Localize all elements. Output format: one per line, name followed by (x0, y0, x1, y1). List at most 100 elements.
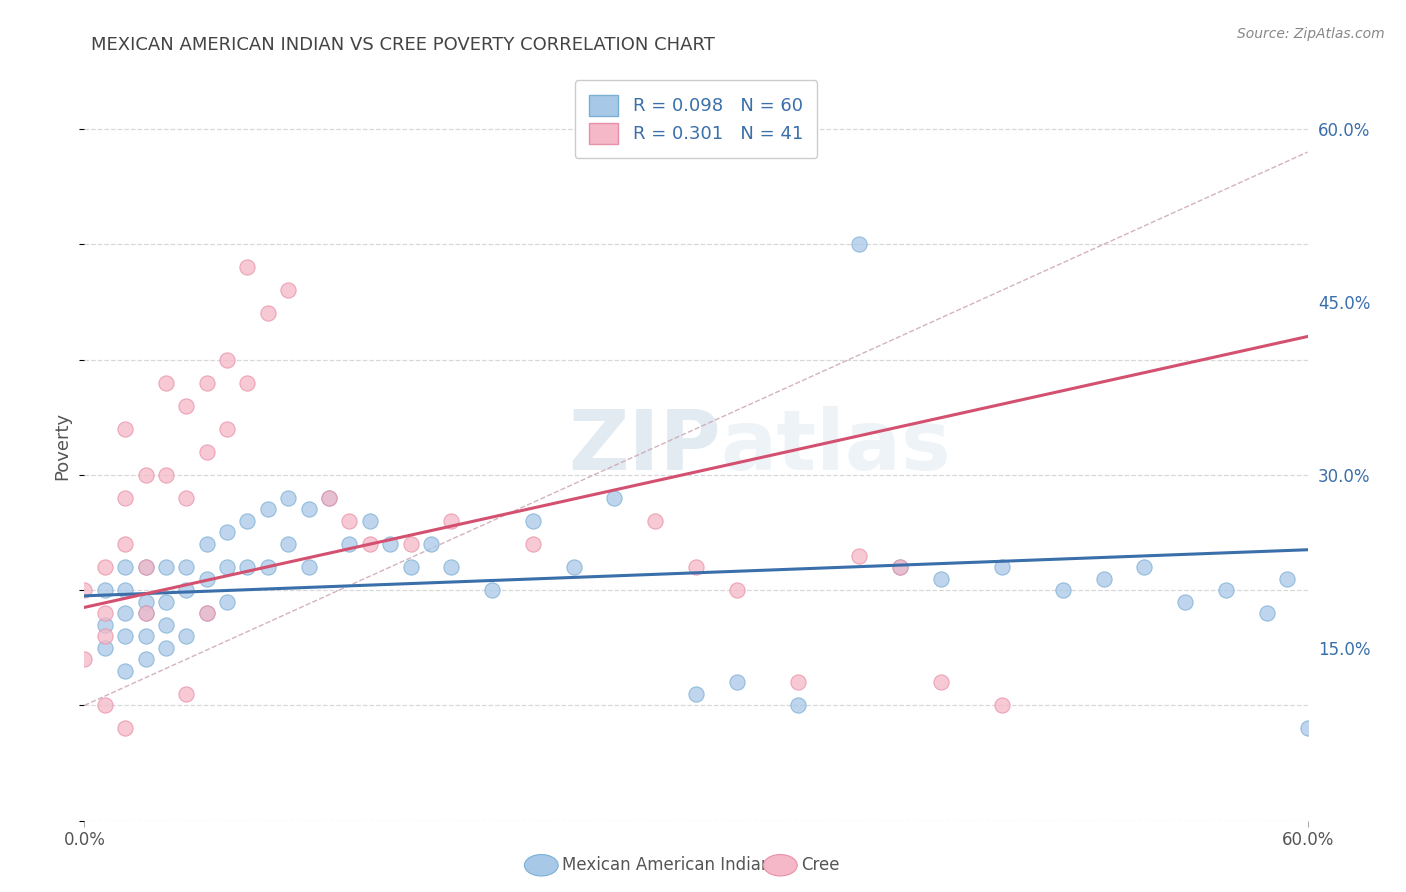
Point (135, 606, 157, 620)
Point (1092, 572, 1115, 586)
Point (135, 652, 157, 666)
Point (481, 583, 503, 598)
Point (889, 560, 911, 574)
Point (155, 376, 177, 390)
Point (848, 237, 870, 252)
Point (277, 537, 299, 551)
Point (93, 617, 115, 632)
Point (848, 549, 870, 563)
Point (135, 629, 157, 643)
Point (174, 583, 197, 598)
Point (440, 514, 463, 528)
Point (1052, 583, 1074, 598)
Point (135, 594, 157, 608)
Text: Cree: Cree (801, 856, 839, 874)
Point (787, 675, 810, 690)
Point (93, 698, 115, 713)
Point (73, 652, 96, 666)
Point (114, 491, 136, 505)
Point (135, 606, 157, 620)
Point (1256, 606, 1278, 620)
Point (195, 444, 218, 458)
Point (277, 491, 299, 505)
Point (73, 583, 96, 598)
Point (787, 698, 810, 713)
Text: Source: ZipAtlas.com: Source: ZipAtlas.com (1237, 27, 1385, 41)
Point (114, 583, 136, 598)
Point (562, 560, 585, 574)
Point (114, 629, 136, 643)
Point (93, 640, 115, 655)
Point (135, 560, 157, 574)
Point (725, 583, 748, 598)
Point (174, 399, 197, 413)
Point (155, 640, 177, 655)
Point (257, 306, 280, 320)
Point (644, 514, 666, 528)
Point (339, 514, 361, 528)
Point (195, 572, 218, 586)
Point (236, 560, 259, 574)
Point (725, 675, 748, 690)
Point (359, 514, 381, 528)
Point (217, 594, 239, 608)
Point (991, 698, 1014, 713)
Point (522, 514, 544, 528)
Text: atlas: atlas (720, 406, 952, 486)
Point (114, 422, 136, 436)
Point (257, 560, 280, 574)
Point (889, 560, 911, 574)
Point (155, 594, 177, 608)
Point (257, 502, 280, 516)
Point (174, 629, 197, 643)
Point (195, 376, 218, 390)
Point (991, 560, 1014, 574)
Y-axis label: Poverty: Poverty (53, 412, 72, 480)
Point (380, 537, 402, 551)
Point (114, 537, 136, 551)
Legend: R = 0.098   N = 60, R = 0.301   N = 41: R = 0.098 N = 60, R = 0.301 N = 41 (575, 80, 817, 158)
Point (155, 467, 177, 482)
Point (1215, 583, 1237, 598)
Point (603, 491, 626, 505)
Point (236, 260, 259, 275)
Point (135, 560, 157, 574)
Point (174, 491, 197, 505)
Point (114, 560, 136, 574)
Point (93, 629, 115, 643)
Point (399, 560, 422, 574)
Point (217, 422, 239, 436)
Text: ZIP: ZIP (568, 406, 720, 486)
Point (155, 560, 177, 574)
Point (114, 664, 136, 678)
Point (318, 491, 340, 505)
Point (217, 560, 239, 574)
Point (277, 284, 299, 298)
Point (1133, 560, 1156, 574)
Point (93, 560, 115, 574)
Point (359, 537, 381, 551)
Text: Mexican American Indians: Mexican American Indians (562, 856, 780, 874)
Point (174, 687, 197, 701)
Point (195, 606, 218, 620)
Point (298, 560, 321, 574)
Point (298, 502, 321, 516)
Point (318, 491, 340, 505)
Point (135, 467, 157, 482)
Point (93, 583, 115, 598)
Point (155, 617, 177, 632)
Point (929, 675, 952, 690)
Point (195, 537, 218, 551)
Point (114, 722, 136, 736)
Point (929, 572, 952, 586)
Point (440, 560, 463, 574)
Point (522, 537, 544, 551)
Point (93, 606, 115, 620)
Point (217, 352, 239, 367)
Point (217, 525, 239, 540)
Point (1174, 594, 1197, 608)
Point (236, 514, 259, 528)
Point (174, 560, 197, 574)
Point (114, 606, 136, 620)
Point (1296, 722, 1319, 736)
